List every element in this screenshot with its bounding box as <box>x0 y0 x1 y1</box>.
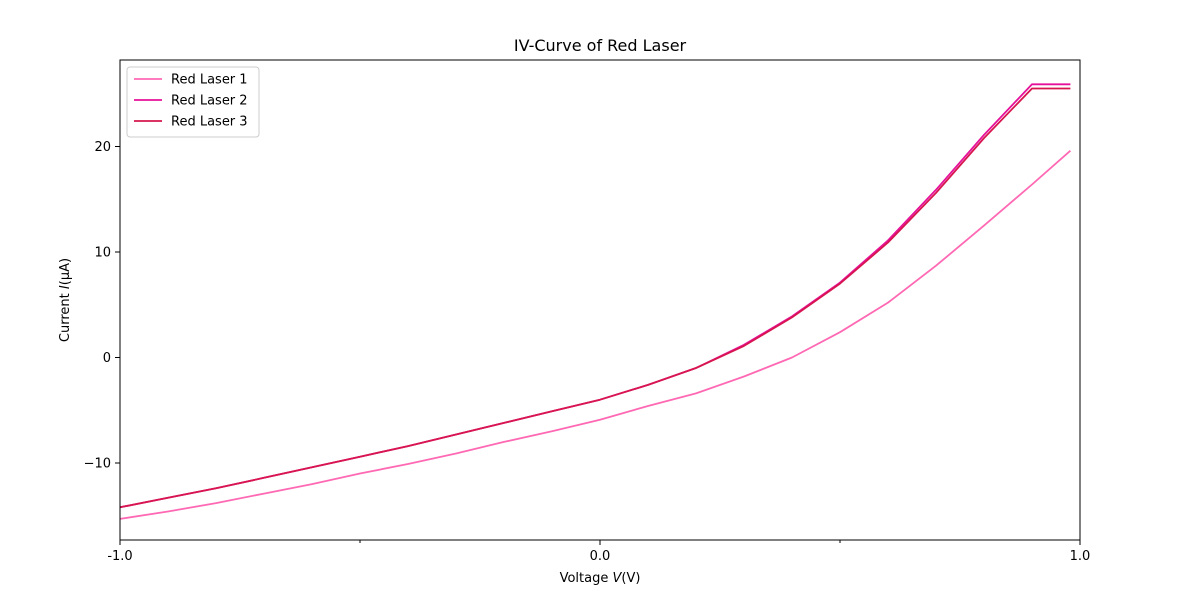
legend-label-2: Red Laser 2 <box>171 94 248 109</box>
x-tick-label: 0.0 <box>590 549 611 564</box>
legend-label-1: Red Laser 1 <box>171 73 248 88</box>
series-line-3 <box>119 87 1071 509</box>
y-tick-label: 10 <box>94 246 111 261</box>
legend-label-3: Red Laser 3 <box>171 115 248 130</box>
y-axis-label-var: I <box>58 285 73 289</box>
x-axis-label: Voltage V(V) <box>560 571 641 586</box>
legend: Red Laser 1 Red Laser 2 Red Laser 3 <box>126 66 260 138</box>
y-tick-label: 20 <box>94 140 111 155</box>
y-tick-label: 0 <box>103 351 111 366</box>
y-axis: −10 0 10 20 <box>84 140 120 471</box>
legend-box <box>126 66 260 138</box>
plot-area <box>119 83 1071 520</box>
y-tick-label: −10 <box>84 456 111 471</box>
series-line-2 <box>119 83 1071 509</box>
x-axis-label-suffix: (V) <box>621 571 640 586</box>
x-axis: -1.0 0.0 1.0 <box>107 540 1090 564</box>
y-axis-label-suffix: (μA) <box>58 258 73 285</box>
x-axis-label-var: V <box>612 571 622 586</box>
plot-frame <box>119 59 1081 541</box>
x-tick-label: 1.0 <box>1070 549 1091 564</box>
x-tick-label: -1.0 <box>107 549 132 564</box>
x-axis-label-prefix: Voltage <box>560 571 613 586</box>
y-axis-label-prefix: Current <box>58 289 73 342</box>
chart-title: IV-Curve of Red Laser <box>514 36 687 55</box>
series-line-1 <box>119 150 1071 520</box>
y-axis-label: Current I(μA) <box>58 258 73 342</box>
